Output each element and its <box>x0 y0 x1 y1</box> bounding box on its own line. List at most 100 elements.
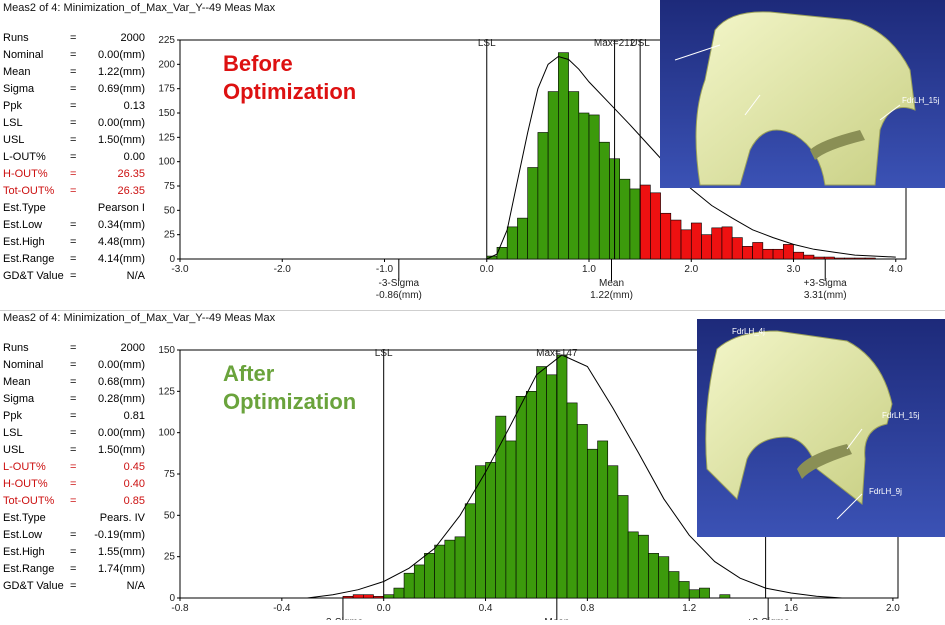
histogram-bar <box>658 556 670 599</box>
fender-3d-model-image: FdrLH_15j <box>660 0 945 188</box>
stat-row: Est.Low = 0.34(mm) <box>0 219 155 236</box>
label-line-2: Optimization <box>223 389 357 414</box>
histogram-bar <box>434 544 446 599</box>
stat-label: Est.Range <box>3 563 55 575</box>
histogram-bar <box>413 564 425 599</box>
histogram-bar <box>537 132 549 260</box>
stat-label: Sigma <box>3 393 35 405</box>
model-point-label: FdrLH_4j <box>732 327 765 336</box>
histogram-bar <box>568 91 580 260</box>
stat-equals: = <box>70 529 77 541</box>
sigma-marker-label: +3-Sigma <box>747 617 791 620</box>
stat-value: 0.28(mm) <box>97 393 145 405</box>
stat-equals: = <box>70 461 77 473</box>
stat-equals: = <box>70 427 77 439</box>
stat-row: LSL = 0.00(mm) <box>0 117 155 134</box>
histogram-bar <box>547 91 559 260</box>
histogram-bar <box>803 254 815 260</box>
stat-row: Est.Type Pears. IV <box>0 512 155 529</box>
stat-label: Est.Low <box>3 219 43 231</box>
x-tick-label: 0.0 <box>480 264 494 275</box>
histogram-bar <box>566 402 578 599</box>
stat-equals: = <box>70 563 77 575</box>
stat-label: Est.Type <box>3 202 46 214</box>
y-tick-label: 0 <box>169 593 175 604</box>
stat-label: Est.High <box>3 236 45 248</box>
stat-equals: = <box>70 151 77 163</box>
stat-row: GD&T Value = N/A <box>0 270 155 287</box>
y-tick-label: 50 <box>164 510 176 521</box>
histogram-bar <box>505 440 517 599</box>
stat-value: 0.00(mm) <box>97 427 145 439</box>
sigma-marker-value: -0.86(mm) <box>376 290 422 301</box>
stat-value: -0.19(mm) <box>94 529 145 541</box>
fitted-distribution-curve <box>307 354 843 599</box>
stat-label: H-OUT% <box>3 168 48 180</box>
histogram-bar <box>617 495 629 599</box>
stat-row: Sigma = 0.28(mm) <box>0 393 155 410</box>
y-tick-label: 200 <box>158 59 175 70</box>
label-line-1: After <box>223 361 275 386</box>
histogram-bar <box>721 226 733 260</box>
histogram-bar <box>782 244 794 260</box>
histogram-bar <box>454 536 466 599</box>
stat-row: USL = 1.50(mm) <box>0 444 155 461</box>
stat-row: Nominal = 0.00(mm) <box>0 49 155 66</box>
stat-label: Tot-OUT% <box>3 185 55 197</box>
stat-row: Est.High = 4.48(mm) <box>0 236 155 253</box>
histogram-bar <box>536 366 547 599</box>
stat-row: Est.Range = 4.14(mm) <box>0 253 155 270</box>
histogram-bar <box>762 248 774 260</box>
stat-value: 4.14(mm) <box>97 253 145 265</box>
stat-row: H-OUT% = 0.40 <box>0 478 155 495</box>
lsl-label: LSL <box>375 348 393 359</box>
stat-row: Sigma = 0.69(mm) <box>0 83 155 100</box>
stat-equals: = <box>70 342 77 354</box>
stat-value: 1.55(mm) <box>97 546 145 558</box>
histogram-bar <box>485 462 497 599</box>
histogram-bar <box>701 234 713 260</box>
histogram-bar <box>587 448 598 599</box>
histogram-bar <box>711 227 723 260</box>
y-tick-label: 25 <box>164 552 176 563</box>
y-tick-label: 150 <box>158 345 175 356</box>
label-line-2: Optimization <box>223 79 357 104</box>
histogram-bar <box>597 440 609 599</box>
histogram-bar <box>558 52 569 260</box>
histogram-bar <box>424 553 435 599</box>
stat-label: USL <box>3 444 25 456</box>
x-tick-label: 0.8 <box>580 603 594 614</box>
stat-value: 1.50(mm) <box>97 134 145 146</box>
max-label: Max=212 <box>594 38 636 49</box>
stat-label: Runs <box>3 32 29 44</box>
stat-label: Ppk <box>3 100 22 112</box>
stat-equals: = <box>70 376 77 388</box>
stat-equals: = <box>70 32 77 44</box>
histogram-bar <box>383 594 395 599</box>
stat-equals: = <box>70 270 77 282</box>
stat-value: 2000 <box>120 32 145 44</box>
histogram-bar <box>342 596 354 599</box>
histogram-bar <box>648 553 659 599</box>
stat-value: 0.68(mm) <box>97 376 145 388</box>
stat-equals: = <box>70 185 77 197</box>
y-tick-label: 150 <box>158 108 175 119</box>
stat-label: Mean <box>3 376 31 388</box>
stat-equals: = <box>70 253 77 265</box>
stat-value: 4.48(mm) <box>97 236 145 248</box>
stat-value: 1.74(mm) <box>97 563 145 575</box>
stat-row: Tot-OUT% = 26.35 <box>0 185 155 202</box>
stat-equals: = <box>70 168 77 180</box>
stat-value: 0.00(mm) <box>97 117 145 129</box>
stat-label: Nominal <box>3 359 44 371</box>
y-tick-label: 50 <box>164 205 176 216</box>
stat-row: USL = 1.50(mm) <box>0 134 155 151</box>
stat-row: Ppk = 0.13 <box>0 100 155 117</box>
histogram-bar <box>678 581 690 599</box>
stat-equals: = <box>70 444 77 456</box>
x-tick-label: -0.8 <box>171 603 189 614</box>
y-tick-label: 175 <box>158 84 175 95</box>
stat-equals: = <box>70 219 77 231</box>
before-panel: Meas2 of 4: Minimization_of_Max_Var_Y--4… <box>0 0 945 311</box>
stat-label: H-OUT% <box>3 478 48 490</box>
